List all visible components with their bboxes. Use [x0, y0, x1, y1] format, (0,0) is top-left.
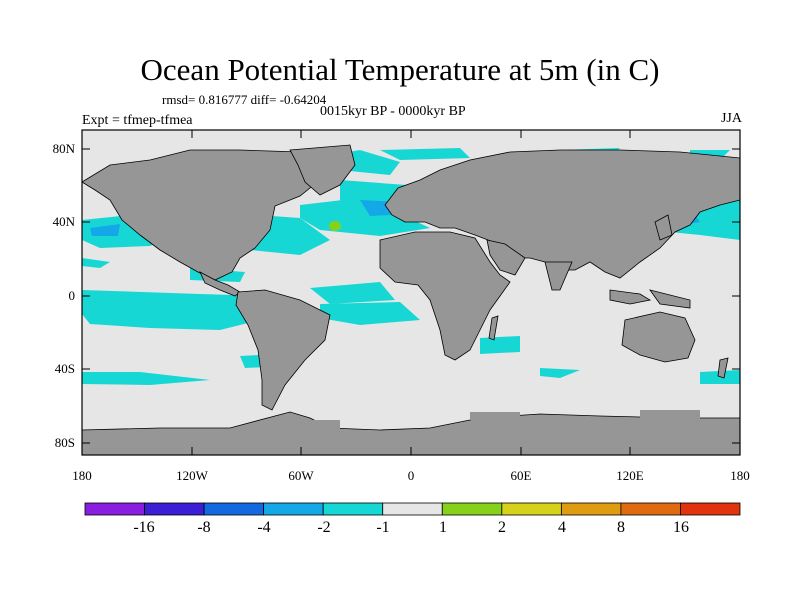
x-tick-label: 0: [407, 468, 415, 483]
colorbar-box: [203, 502, 265, 516]
x-tick-label: 60E: [510, 468, 532, 483]
x-tick-label: 180: [72, 468, 92, 483]
x-tick-label: 60W: [288, 468, 314, 483]
colorbar-box: [680, 502, 741, 516]
x-tick-label: 120W: [176, 468, 208, 483]
warm-anomaly-regions: [329, 221, 341, 231]
colorbar-box: [263, 502, 324, 516]
y-tick-label: 40N: [52, 214, 75, 229]
y-axis-ticks: [82, 148, 740, 444]
colorbar-box: [322, 502, 384, 516]
season-label: JJA: [720, 111, 742, 126]
colorbar-box: [620, 502, 681, 516]
y-tick-label: 0: [68, 288, 76, 303]
colorbar-label: 8: [617, 519, 625, 536]
colorbar-box: [441, 502, 503, 516]
stats-line: rmsd= 0.816777 diff= -0.64204: [162, 92, 327, 107]
y-tick-label: 40S: [54, 361, 75, 376]
experiment-label: Expt = tfmep-tfmea: [82, 113, 193, 128]
colorbar-label: -16: [133, 519, 155, 536]
colorbar: [84, 502, 741, 516]
land-masses: [82, 144, 740, 455]
colorbar-box: [144, 502, 205, 516]
y-tick-label: 80S: [54, 435, 75, 450]
colorbar-label: -1: [376, 519, 390, 536]
colorbar-label: 2: [498, 519, 506, 536]
colorbar-label: -8: [197, 519, 211, 536]
colorbar-box: [382, 502, 443, 516]
y-tick-label: 80N: [52, 141, 75, 156]
plot-title: Ocean Potential Temperature at 5m (in C): [140, 52, 660, 87]
colorbar-label: -2: [317, 519, 331, 536]
colorbar-box: [84, 502, 145, 516]
colorbar-label: 4: [558, 519, 566, 536]
colorbar-box: [501, 502, 562, 516]
x-tick-label: 180: [730, 468, 750, 483]
x-axis-ticks: [81, 130, 741, 455]
colorbar-label: 1: [439, 519, 447, 536]
colorbar-label: -4: [257, 519, 271, 536]
period-label: 0015kyr BP - 0000kyr BP: [320, 104, 466, 119]
colorbar-box: [560, 502, 622, 516]
x-tick-label: 120E: [616, 468, 644, 483]
colorbar-label: 16: [673, 519, 689, 536]
sea-ice-cells: [82, 410, 700, 442]
